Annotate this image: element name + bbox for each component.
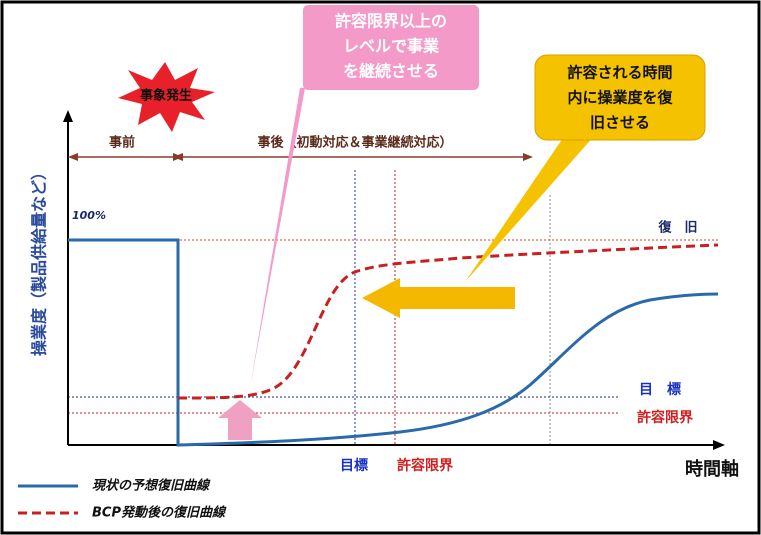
- pink-callout-text: を継続させる: [343, 62, 439, 81]
- yellow-callout: [534, 54, 706, 141]
- bcp-curve: [177, 243, 719, 400]
- x-tolerance-label: 許容限界: [397, 457, 454, 474]
- event-burst: [118, 62, 215, 132]
- yellow-callout-text: 許容される時間: [567, 64, 672, 82]
- phase-arrow: [68, 153, 78, 161]
- pink-callout: [303, 5, 479, 90]
- recovery-label: 復 旧: [657, 220, 697, 236]
- x-axis-label: 時間軸: [685, 458, 739, 480]
- phase-arrow: [173, 153, 183, 161]
- current-curve: [68, 238, 719, 447]
- phase-arrow: [523, 153, 533, 161]
- y-axis-label: 操業度（製品供給量など）: [30, 164, 49, 356]
- yellow-arrow: [362, 278, 515, 318]
- x-arrow: [713, 440, 725, 450]
- y-top-label: 100%: [72, 209, 106, 222]
- phase-before: 事前: [109, 135, 135, 151]
- pink-arrow: [218, 400, 262, 440]
- tolerance-label: 許容限界: [637, 409, 694, 426]
- pink-callout-text: 許容限界以上の: [335, 12, 447, 31]
- legend-bcp: BCP発動後の復旧曲線: [92, 505, 227, 521]
- y-arrow: [63, 110, 73, 122]
- yellow-pointer: [465, 135, 595, 282]
- phase-after: 事後（初動対応＆事業継続対応）: [257, 135, 452, 151]
- yellow-callout-text: 旧させる: [590, 114, 650, 132]
- event-label: 事象発生: [140, 88, 192, 104]
- x-target-label: 目標: [340, 457, 368, 474]
- pink-callout-text: レベルで事業: [343, 37, 440, 56]
- legend-current: 現状の予想復旧曲線: [92, 478, 211, 494]
- yellow-callout-text: 内に操業度を復: [567, 89, 673, 107]
- target-label: 目 標: [639, 381, 681, 398]
